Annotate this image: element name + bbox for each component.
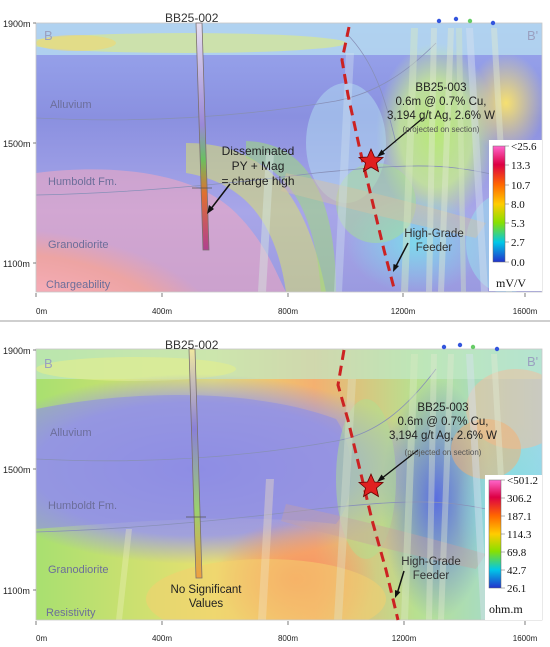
legend-value: <25.6 [511,141,537,153]
x-tick-label: 1200m [391,307,416,316]
intercept-text: 0.6m @ 0.7% Cu, [398,416,489,428]
survey-label: Resistivity [46,607,96,619]
drillhole-label: BB25-003 [415,82,466,94]
intercept-text: 0.6m @ 0.7% Cu, [396,96,487,108]
x-tick-label: 800m [278,307,298,316]
legend-value: 8.0 [511,199,525,211]
y-tick-label: 1100m [3,259,30,269]
legend-value: 13.3 [511,160,531,172]
feeder-label: Feeder [413,570,450,582]
intercept-note: (projected on section) [405,448,482,457]
legend-value: 114.3 [507,529,532,541]
x-tick-label: 1600m [513,307,538,316]
legend-value: 26.1 [507,583,526,595]
legend-value: 2.7 [511,237,525,249]
x-tick-label: 1600m [513,634,538,643]
section-corner-left: B [44,28,53,43]
intercept-text: 3,194 g/t Ag, 2.6% W [387,110,495,122]
unit-label-humboldt: Humboldt Fm. [48,500,117,512]
y-tick-label: 1900m [3,19,31,29]
annotation-text: Values [189,598,224,610]
intercept-text: 3,194 g/t Ag, 2.6% W [389,430,497,442]
annotation-text: Disseminated [222,144,295,158]
drillhole-bb25-002-trace [188,348,203,579]
annotation-text: PY + Mag [232,159,285,173]
annotation-text: No Significant [171,584,243,596]
legend-value: 69.8 [507,547,527,559]
drillhole-bb25-002-trace [195,22,210,251]
y-tick-label: 1100m [3,586,30,596]
legend-unit: ohm.m [489,602,523,616]
section-panel-chargeability: <25.6 13.3 10.7 8.0 5.3 2.7 0.0 mV/V B B… [3,11,543,316]
x-tick-label: 0m [36,307,47,316]
unit-label-humboldt: Humboldt Fm. [48,176,117,188]
x-tick-label: 0m [36,634,47,643]
legend-value: 187.1 [507,511,532,523]
annotation-text: = charge high [221,174,294,188]
legend-unit: mV/V [496,276,526,290]
y-axis: 1900m 1500m 1100m [3,19,36,269]
fault-trace-dashed [336,349,400,621]
feeder-label: High-Grade [404,228,463,240]
legend-value: 306.2 [507,493,532,505]
legend-value: 10.7 [511,180,531,192]
section-corner-left: B [44,356,53,371]
feeder-label: Feeder [416,242,453,254]
x-tick-label: 1200m [392,634,417,643]
x-tick-label: 800m [278,634,298,643]
unit-label-granodiorite: Granodiorite [48,564,109,576]
legend-value: <501.2 [507,475,538,487]
intercept-star-icon [357,473,385,498]
y-tick-label: 1500m [3,139,31,149]
drillhole-label: BB25-002 [165,11,219,25]
x-axis: 0m 400m 800m 1200m 1600m [35,293,538,316]
section-corner-right: B' [527,28,538,43]
x-axis: 0m 400m 800m 1200m 1600m [35,621,538,643]
x-tick-label: 400m [152,634,172,643]
fault-trace-dashed [340,26,397,293]
y-tick-label: 1500m [3,465,31,475]
unit-label-granodiorite: Granodiorite [48,239,109,251]
x-tick-label: 400m [152,307,172,316]
intercept-note: (projected on section) [403,125,480,134]
unit-label-alluvium: Alluvium [50,427,92,439]
y-axis: 1900m 1500m 1100m [3,346,36,596]
unit-label-alluvium: Alluvium [50,99,92,111]
legend-value: 0.0 [511,257,525,269]
drillhole-label: BB25-003 [417,402,468,414]
section-panel-resistivity: <501.2 306.2 187.1 114.3 69.8 42.7 26.1 … [3,338,543,643]
legend-value: 5.3 [511,218,525,230]
drillhole-label: BB25-002 [165,338,219,352]
feeder-label: High-Grade [401,556,460,568]
survey-label: Chargeability [46,279,111,291]
legend-value: 42.7 [507,565,527,577]
legend-resistivity: <501.2 306.2 187.1 114.3 69.8 42.7 26.1 … [485,475,542,620]
y-tick-label: 1900m [3,346,31,356]
legend-chargeability: <25.6 13.3 10.7 8.0 5.3 2.7 0.0 mV/V [489,140,542,291]
section-corner-right: B' [527,354,538,369]
intercept-star-icon [357,148,385,173]
